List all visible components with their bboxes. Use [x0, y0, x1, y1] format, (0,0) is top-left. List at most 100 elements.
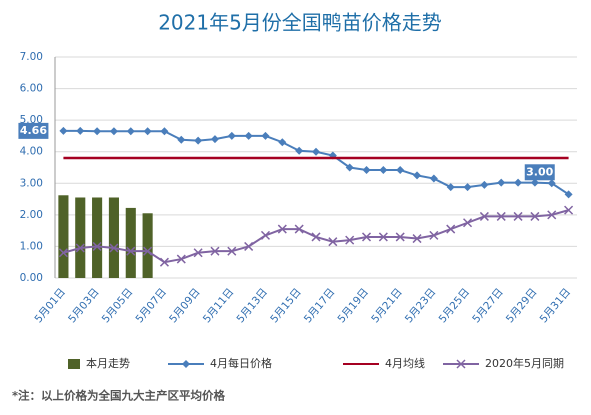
- point: [312, 147, 320, 156]
- y-tick-label: 1.00: [20, 240, 43, 252]
- point: [109, 127, 118, 136]
- point: [160, 127, 169, 136]
- legend-marker: [182, 360, 190, 368]
- point: [513, 211, 523, 221]
- point: [345, 163, 354, 172]
- legend-swatch: [68, 359, 80, 369]
- x-tick-label: 5月27日: [470, 286, 506, 325]
- point: [260, 230, 271, 240]
- point: [311, 232, 321, 242]
- chart-title: 2021年5月份全国鸭苗价格走势: [158, 11, 442, 35]
- point: [480, 180, 489, 189]
- bar: [92, 197, 103, 278]
- y-tick-label: 3.00: [20, 177, 43, 189]
- point: [76, 126, 85, 135]
- x-tick-label: 5月11日: [201, 286, 237, 325]
- point: [227, 131, 236, 140]
- point: [143, 127, 152, 136]
- point: [328, 237, 338, 247]
- x-tick-label: 5月23日: [403, 286, 439, 325]
- data-label-box: [18, 122, 49, 139]
- point: [75, 243, 85, 253]
- bar: [125, 207, 136, 278]
- x-tick-label: 5月03日: [66, 286, 102, 325]
- point: [261, 131, 270, 140]
- point: [345, 235, 355, 245]
- point: [93, 127, 102, 136]
- point: [295, 146, 304, 155]
- point: [58, 248, 68, 258]
- bar: [58, 195, 69, 278]
- point: [378, 232, 388, 242]
- point: [530, 178, 539, 187]
- point: [446, 183, 455, 192]
- y-tick-label: 6.00: [20, 83, 43, 95]
- point: [194, 136, 203, 145]
- y-tick-label: 4.00: [20, 146, 43, 158]
- point: [143, 246, 153, 256]
- data-label-box: [524, 164, 555, 181]
- x-tick-label: 5月29日: [504, 286, 540, 325]
- point: [463, 183, 472, 192]
- point: [176, 254, 186, 264]
- point: [530, 211, 540, 221]
- footnote: *注：以上价格为全国九大主产区平均价格: [12, 389, 226, 403]
- bar: [75, 197, 86, 278]
- data-label: 4.66: [20, 124, 47, 137]
- point: [479, 211, 489, 221]
- point: [514, 178, 523, 187]
- point: [463, 218, 473, 228]
- y-tick-label: 7.00: [20, 51, 43, 63]
- point: [362, 166, 371, 175]
- point: [126, 127, 135, 136]
- point: [547, 210, 557, 220]
- legend-label: 2020年5月同期: [485, 356, 564, 370]
- x-tick-label: 5月05日: [100, 286, 136, 325]
- x-tick-label: 5月17日: [302, 286, 338, 325]
- point: [412, 234, 422, 244]
- legend-label: 本月走势: [86, 356, 130, 370]
- x-tick-label: 5月15日: [268, 286, 304, 325]
- bar: [108, 197, 119, 278]
- point: [294, 224, 304, 234]
- point: [109, 243, 119, 253]
- point: [564, 190, 573, 199]
- point: [413, 171, 422, 180]
- legend-label: 4月每日价格: [210, 356, 272, 370]
- point: [396, 166, 405, 175]
- point: [126, 246, 136, 256]
- point: [446, 224, 456, 234]
- point: [429, 174, 438, 183]
- x-tick-label: 5月09日: [167, 286, 203, 325]
- point: [278, 138, 287, 147]
- point: [361, 232, 372, 242]
- legend-label: 4月均线: [385, 356, 425, 370]
- point: [244, 241, 254, 251]
- point: [159, 257, 169, 267]
- point: [210, 135, 219, 144]
- data-label: 3.00: [526, 165, 553, 178]
- x-tick-label: 5月31日: [538, 286, 574, 325]
- x-tick-label: 5月19日: [336, 286, 372, 325]
- x-tick-label: 5月07日: [133, 286, 169, 325]
- point: [497, 178, 506, 187]
- point: [210, 246, 220, 256]
- point: [379, 166, 388, 175]
- point: [193, 248, 203, 258]
- y-tick-label: 2.00: [20, 209, 43, 221]
- point: [277, 224, 287, 234]
- point: [244, 131, 253, 140]
- point: [59, 126, 68, 135]
- point: [429, 230, 439, 240]
- x-tick-label: 5月25日: [437, 286, 473, 325]
- point: [177, 135, 186, 144]
- x-tick-label: 5月01日: [32, 286, 68, 325]
- point: [92, 241, 102, 251]
- point: [227, 246, 237, 256]
- point: [496, 211, 506, 221]
- x-tick-label: 5月21日: [369, 286, 405, 325]
- y-tick-label: 0.00: [20, 272, 43, 284]
- point: [395, 232, 405, 242]
- point: [564, 205, 574, 215]
